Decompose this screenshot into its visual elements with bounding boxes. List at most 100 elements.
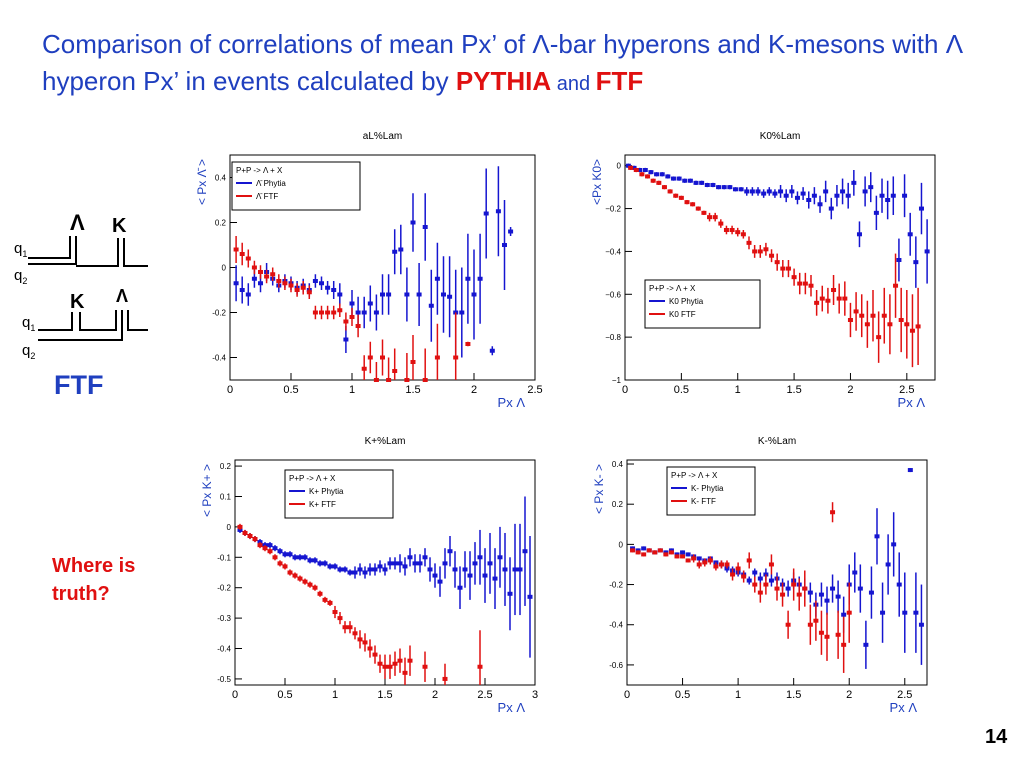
data-point <box>325 285 331 290</box>
data-point <box>646 548 652 553</box>
data-point <box>428 303 434 308</box>
data-point <box>327 600 333 605</box>
data-point <box>656 180 662 185</box>
data-point <box>270 272 276 277</box>
diagram-q1-label-1: q1 <box>14 240 27 259</box>
data-point <box>382 664 388 669</box>
data-point <box>343 319 349 324</box>
data-point <box>746 240 752 245</box>
data-point <box>625 163 631 168</box>
data-point <box>898 318 904 322</box>
data-point <box>527 594 533 599</box>
data-point <box>452 567 458 572</box>
chart-title: aL%Lam <box>363 131 402 142</box>
data-point <box>735 230 741 235</box>
x-tick-label: 1.5 <box>786 689 801 701</box>
y-tick-label: -0.5 <box>217 675 231 684</box>
data-point <box>362 640 368 645</box>
data-point <box>836 296 842 301</box>
series-red <box>630 502 852 673</box>
data-point <box>495 209 501 214</box>
data-point <box>377 564 383 569</box>
series-red <box>628 165 921 368</box>
data-point <box>342 625 348 630</box>
data-point <box>740 232 746 237</box>
legend-box <box>284 469 394 519</box>
data-point <box>337 567 343 572</box>
data-point <box>357 567 363 572</box>
data-point <box>859 313 865 318</box>
y-tick-label: −0.4 <box>605 247 621 256</box>
data-point <box>802 281 808 286</box>
data-point <box>262 546 268 551</box>
data-point <box>239 288 245 292</box>
data-point <box>407 555 413 560</box>
data-point <box>327 564 333 569</box>
data-point <box>343 337 349 342</box>
data-point <box>851 180 857 185</box>
truth-line-1: Where is <box>52 555 136 577</box>
data-point <box>292 573 298 578</box>
data-point <box>868 185 874 190</box>
data-point <box>307 582 313 587</box>
data-point <box>785 266 791 271</box>
data-point <box>696 556 702 561</box>
data-point <box>845 193 851 198</box>
data-point <box>347 625 353 630</box>
x-axis-label: Px Λ <box>498 395 526 410</box>
page-number: 14 <box>985 726 1008 748</box>
legend-entry: K+ FTF <box>309 500 336 509</box>
data-point <box>907 232 913 237</box>
y-tick-label: -0.4 <box>217 645 231 654</box>
data-point <box>477 555 483 560</box>
diagram-k-1: K <box>112 215 127 237</box>
y-tick-label: 0 <box>617 162 622 171</box>
data-point <box>819 296 825 301</box>
data-point <box>823 189 829 194</box>
data-point <box>766 189 772 194</box>
data-point <box>267 543 273 548</box>
data-point <box>853 309 859 314</box>
data-point <box>654 172 660 177</box>
data-point <box>422 225 428 229</box>
data-point <box>818 592 824 597</box>
x-tick-label: 0 <box>227 384 233 396</box>
data-point <box>457 585 463 590</box>
data-point <box>691 556 697 561</box>
data-point <box>842 296 848 301</box>
data-point <box>796 592 802 597</box>
data-point <box>465 342 471 346</box>
data-point <box>397 561 403 566</box>
data-point <box>380 292 385 297</box>
x-tick-label: 0.5 <box>675 689 690 701</box>
data-point <box>372 567 378 572</box>
data-point <box>918 622 924 627</box>
data-point <box>880 610 886 615</box>
quark-diagram: Λ K q1 q2 K Λ q1 q2 <box>14 210 148 361</box>
data-point <box>648 170 654 175</box>
data-point <box>800 191 806 196</box>
chart-kminus-pxlambda: K-%Lam 0.4 0.2 0 -0.2 -0.4 -0.6 0 0.5 1 1.5 2 2.5Px … <box>592 436 928 715</box>
data-point <box>264 274 270 279</box>
data-point <box>682 178 688 183</box>
data-point <box>489 348 495 353</box>
data-point <box>780 266 786 271</box>
data-point <box>373 310 379 315</box>
data-point <box>913 610 919 615</box>
data-point <box>522 549 528 554</box>
y-tick-label: -0.4 <box>212 354 226 363</box>
data-point <box>890 193 896 198</box>
data-point <box>637 168 643 172</box>
data-point <box>277 549 283 554</box>
x-tick-label: 2.5 <box>897 689 912 701</box>
series-red <box>237 523 483 685</box>
legend-box <box>666 466 756 516</box>
data-point <box>873 210 879 215</box>
data-point <box>312 558 318 563</box>
data-point <box>852 570 858 575</box>
x-tick-label: 2 <box>846 689 852 701</box>
data-point <box>761 191 767 196</box>
data-point <box>834 193 840 198</box>
data-point <box>774 586 780 591</box>
y-axis-label: < Px K- > <box>592 464 606 514</box>
